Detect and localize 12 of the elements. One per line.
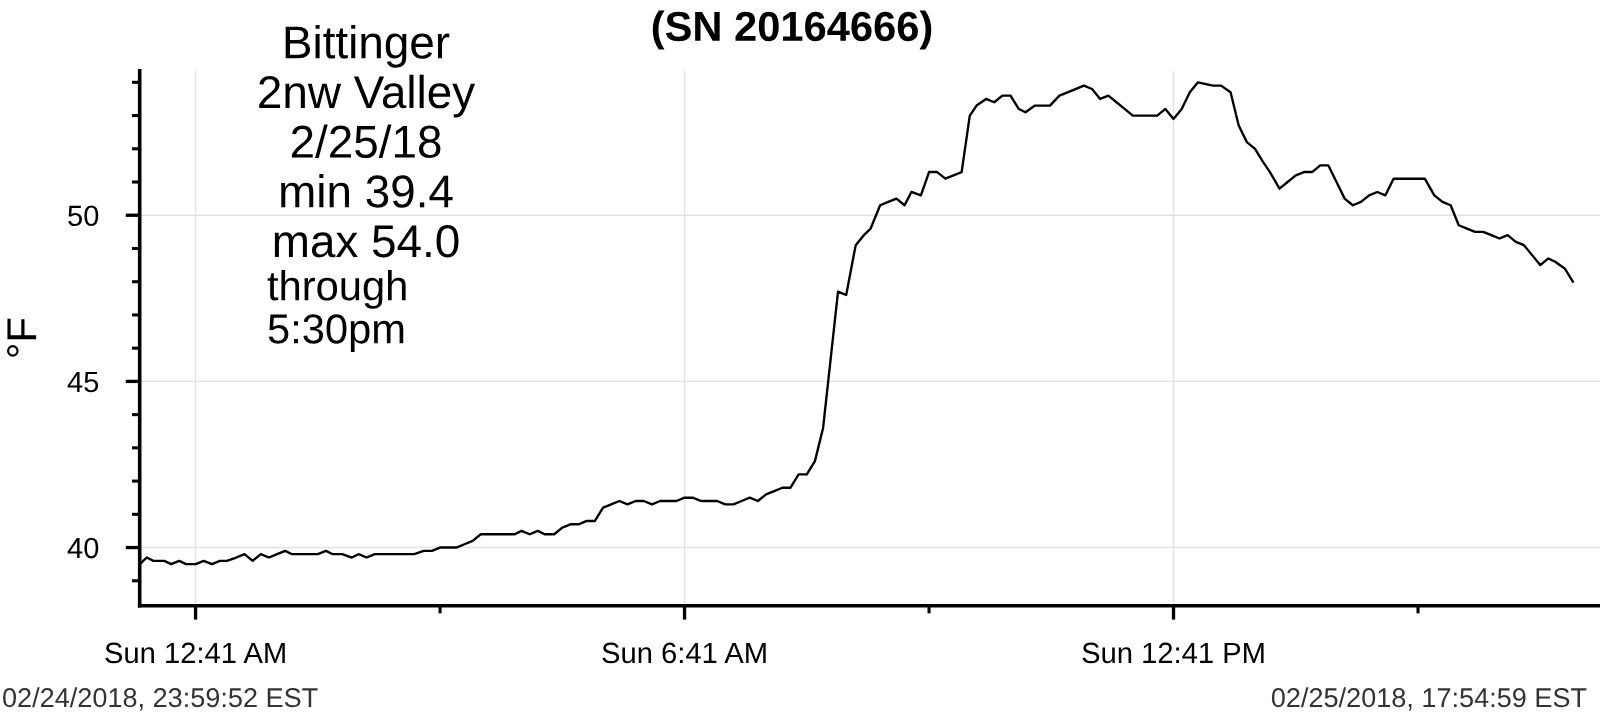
annotation: through 5:30pm xyxy=(267,270,406,352)
x-tick-label: Sun 12:41 AM xyxy=(105,642,285,664)
y-tick-label: 50 xyxy=(68,205,99,227)
y-tick-label: 40 xyxy=(67,537,99,559)
x-tick-label: Sun 6:41 AM xyxy=(602,642,766,664)
annotation: Bittinger 2nw Valley 2/25/18 min 39.4 max 54.0 xyxy=(259,25,476,258)
text: 02/25/2018, 17:54:59 EST xyxy=(1271,687,1587,711)
y-axis-title: °F xyxy=(7,318,37,357)
chart-title: (SN 20164666) xyxy=(652,10,932,50)
y-tick-label: 45 xyxy=(67,371,99,393)
x-tick-label: Sun 12:41 PM xyxy=(1082,642,1264,664)
text: 02/24/2018, 23:59:52 EST xyxy=(3,687,318,711)
